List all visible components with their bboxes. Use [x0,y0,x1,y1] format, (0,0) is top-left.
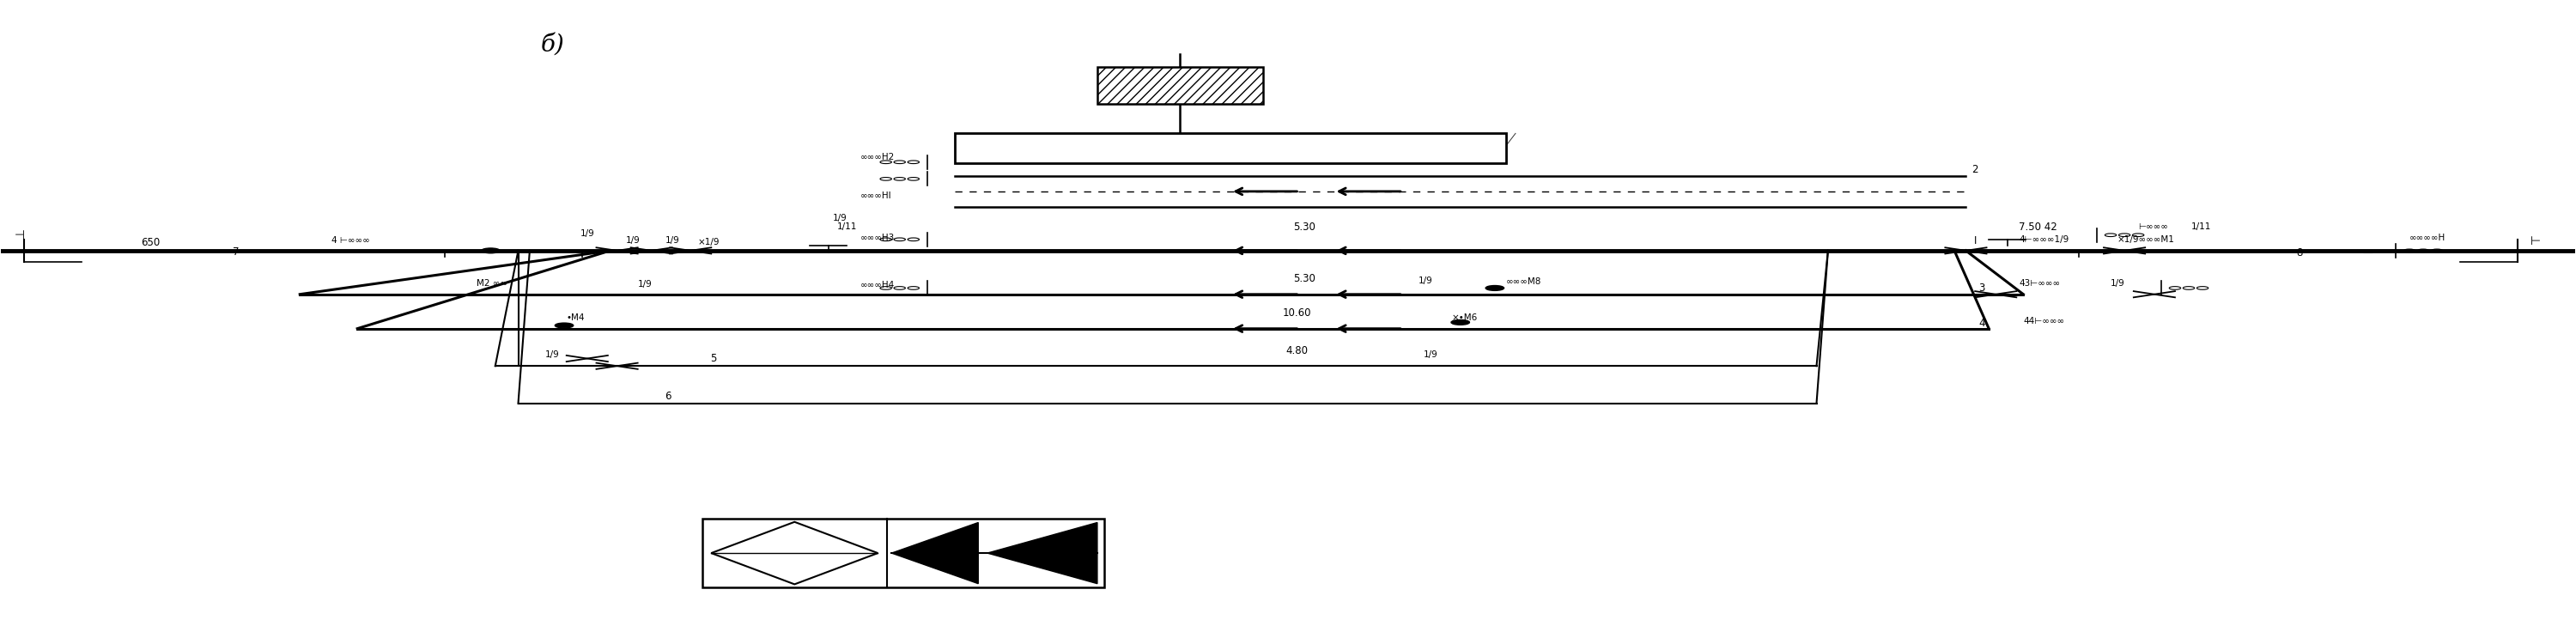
Text: 1/9: 1/9 [2110,279,2125,287]
Text: 2: 2 [1971,164,1978,175]
Text: 4.80: 4.80 [1285,345,1309,356]
Text: б): б) [541,33,564,56]
Circle shape [482,248,500,253]
Text: ∞∞∞HI: ∞∞∞HI [860,192,891,200]
Text: 7.50 42: 7.50 42 [2020,222,2058,232]
Text: 1/9: 1/9 [1419,276,1432,285]
Text: 4⊢∞∞∞1/9: 4⊢∞∞∞1/9 [2020,235,2069,244]
Text: 4: 4 [1978,318,1986,329]
Text: ×1/9∞∞∞M1: ×1/9∞∞∞M1 [2117,235,2174,244]
Text: ×•M6: ×•M6 [1453,313,1479,322]
Text: 44⊢∞∞∞: 44⊢∞∞∞ [2022,317,2063,326]
Text: 1/9: 1/9 [636,280,652,289]
Text: ∞∞∞M8: ∞∞∞M8 [1507,277,1543,286]
Text: 1/9: 1/9 [1425,351,1437,359]
Text: ∞∞∞H4: ∞∞∞H4 [860,280,894,289]
Text: 1/9: 1/9 [665,237,680,245]
Text: ∞∞∞∞H: ∞∞∞∞H [2409,234,2445,242]
Text: 1/11: 1/11 [837,223,858,231]
Text: 1/9: 1/9 [580,229,595,237]
Text: 43⊢∞∞∞: 43⊢∞∞∞ [2020,279,2061,287]
Circle shape [1450,320,1468,325]
Text: 6: 6 [665,391,670,401]
Text: ∞∞∞H3: ∞∞∞H3 [860,234,894,242]
Text: ×1/9: ×1/9 [698,238,719,246]
Text: 5.30: 5.30 [1293,273,1316,284]
Text: 1/9: 1/9 [546,351,559,359]
Text: 5.30: 5.30 [1293,222,1316,232]
Text: 3: 3 [1978,282,1986,294]
Text: I: I [1973,236,1976,247]
Polygon shape [891,523,979,583]
Text: 650: 650 [142,237,160,248]
Text: 10.60: 10.60 [1283,307,1311,319]
Polygon shape [987,523,1097,583]
Bar [956,133,1507,163]
Bar [1097,67,1262,104]
Text: ⊢∞∞∞: ⊢∞∞∞ [2138,223,2169,231]
Circle shape [1486,285,1504,290]
Text: 1/9: 1/9 [832,214,848,222]
Bar [703,519,1105,587]
Text: ∞∞∞H2: ∞∞∞H2 [860,153,894,162]
Text: M2 ∞∞: M2 ∞∞ [477,279,507,287]
Text: 4 ⊢∞∞∞: 4 ⊢∞∞∞ [332,237,371,245]
Text: —: — [2362,247,2372,259]
Text: 7: 7 [232,246,240,257]
Text: ⊢: ⊢ [2530,235,2540,247]
Text: 1/9: 1/9 [626,237,641,245]
Text: 1/11: 1/11 [2192,223,2210,231]
Circle shape [554,323,574,328]
Text: 8: 8 [2295,247,2303,259]
Text: •M4: •M4 [567,313,585,322]
Text: 5: 5 [711,353,716,364]
Text: ⊣: ⊣ [15,230,26,242]
